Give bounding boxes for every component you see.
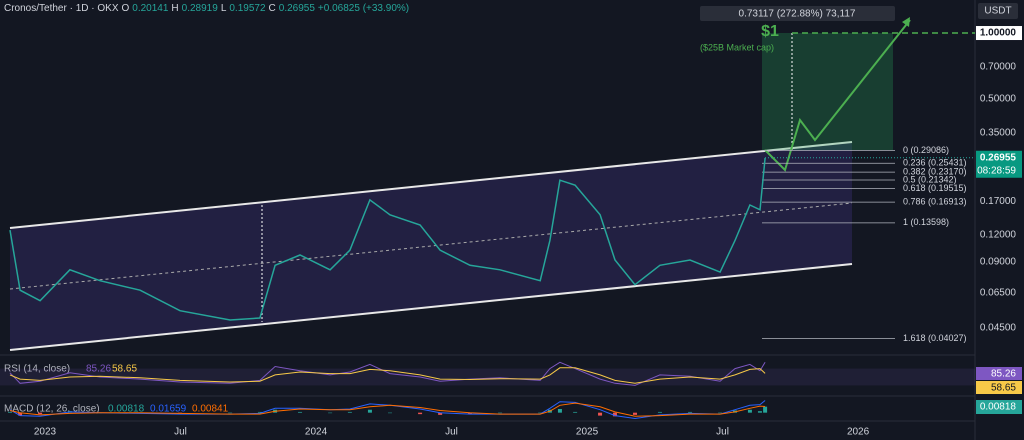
macd-hist-bar	[747, 409, 752, 413]
rsi-line	[9, 361, 766, 386]
macd-hist-bar	[633, 412, 638, 415]
arrow-head	[902, 17, 910, 27]
target-note: ($25B Market cap)	[700, 42, 774, 52]
symbol-title: Cronos/Tether · 1D · OKX	[4, 3, 119, 14]
macd-hist-bar	[367, 409, 372, 413]
target-label: $1	[761, 23, 779, 40]
fib-label: 0.5 (0.21342)	[903, 174, 957, 184]
channel-fill	[10, 142, 852, 350]
y-tick-label: 0.17000	[980, 196, 1017, 207]
macd-hist-bar	[38, 412, 43, 415]
macd-hist-bar	[657, 411, 662, 413]
rsi-ma-value: 58.65	[112, 364, 137, 375]
ohlc-value: 0.26955	[278, 3, 315, 14]
macd-hist-bar	[298, 411, 303, 413]
macd-hist-bar	[228, 412, 233, 414]
y-tick-label: 0.50000	[980, 94, 1017, 105]
macd-hist-value: 0.00818	[108, 404, 145, 415]
change: +0.06825 (+33.90%)	[317, 3, 410, 14]
tick-highlight	[976, 26, 1022, 41]
x-tick-label: 2024	[305, 427, 328, 438]
projection-label: 0.73117 (272.88%) 73,117	[739, 9, 856, 20]
x-tick-label: Jul	[716, 427, 729, 438]
y-tick-label: 0.04500	[980, 323, 1017, 334]
y-tick-label: 0.12000	[980, 229, 1017, 240]
fib-label: 0.382 (0.23170)	[903, 167, 967, 177]
projection-label-box	[700, 6, 895, 21]
macd-value: 0.01659	[150, 404, 187, 415]
currency-box	[978, 3, 1018, 19]
signal-line	[9, 402, 766, 417]
y-tick-label: 0.70000	[980, 62, 1017, 73]
countdown: 08:28:59	[977, 165, 1016, 176]
rsi-value: 85.26	[86, 364, 111, 375]
macd-title: MACD (12, 26, close)	[4, 404, 100, 415]
macd-hist-bar	[328, 412, 333, 414]
price-box	[976, 150, 1022, 178]
macd-hist-bar	[688, 411, 693, 413]
ohlc-label: O	[121, 3, 130, 14]
macd-box	[976, 400, 1022, 414]
rsi-title: RSI (14, close)	[4, 364, 70, 375]
y-tick-label: 0.06500	[980, 288, 1017, 299]
ohlc-value: 0.20141	[132, 3, 169, 14]
price-line	[9, 157, 766, 321]
macd-hist-bar	[388, 412, 393, 414]
rsi-band	[0, 368, 975, 386]
fib-label: 0.786 (0.16913)	[903, 196, 967, 206]
x-tick-label: 2023	[34, 427, 57, 438]
fib-label: 1 (0.13598)	[903, 217, 949, 227]
fib-label: 0 (0.29086)	[903, 145, 949, 155]
x-tick-label: 2026	[847, 427, 870, 438]
macd-line	[9, 400, 766, 420]
macd-hist-bar	[757, 411, 762, 413]
ohlc-value: 0.19572	[229, 3, 266, 14]
rsi-ma-box	[976, 381, 1022, 394]
ohlc-label: H	[171, 3, 179, 14]
macd-hist-bar	[718, 412, 723, 414]
macd-hist-bar	[8, 411, 13, 413]
price-label: 0.26955	[980, 152, 1017, 163]
macd-hist-bar	[573, 411, 578, 413]
ohlc-value: 0.28919	[181, 3, 218, 14]
macd-hist-bar	[257, 411, 262, 413]
rsi-box	[976, 367, 1022, 380]
macd-hist-bar	[612, 412, 617, 417]
rsi-ma-box-label: 58.65	[991, 383, 1016, 394]
macd-hist-bar	[438, 412, 443, 415]
signal-value: 0.00841	[192, 404, 229, 415]
rsi-box-label: 85.26	[991, 369, 1016, 380]
macd-hist-bar	[347, 411, 352, 413]
y-tick-label: 1.00000	[980, 28, 1017, 39]
x-tick-label: Jul	[174, 427, 187, 438]
macd-hist-bar	[763, 406, 768, 413]
macd-hist-bar	[598, 412, 603, 416]
y-tick-label: 0.35000	[980, 128, 1017, 139]
rsi-ma-line	[9, 367, 766, 384]
projection-box	[762, 33, 893, 150]
channel-lower	[9, 263, 853, 351]
ohlc-label: C	[268, 3, 276, 14]
x-tick-label: Jul	[445, 427, 458, 438]
y-tick-label: 0.09000	[980, 257, 1017, 268]
legend-header: Cronos/Tether · 1D · OKX O 0.20141 H 0.28919…	[4, 3, 412, 14]
macd-hist-bar	[538, 412, 543, 414]
fib-label: 0.236 (0.25431)	[903, 158, 967, 168]
macd-hist-bar	[18, 412, 23, 416]
macd-hist-bar	[418, 412, 423, 415]
ohlc-label: L	[220, 3, 227, 14]
x-tick-label: 2025	[576, 427, 599, 438]
fib-label: 0.618 (0.19515)	[903, 183, 967, 193]
currency: USDT	[984, 6, 1011, 17]
macd-box-label: 0.00818	[980, 402, 1017, 413]
macd-hist-bar	[467, 412, 472, 415]
macd-hist-bar	[498, 412, 503, 414]
channel-upper	[9, 141, 853, 229]
fib-label: 1.618 (0.04027)	[903, 333, 967, 343]
macd-hist-bar	[557, 409, 562, 413]
